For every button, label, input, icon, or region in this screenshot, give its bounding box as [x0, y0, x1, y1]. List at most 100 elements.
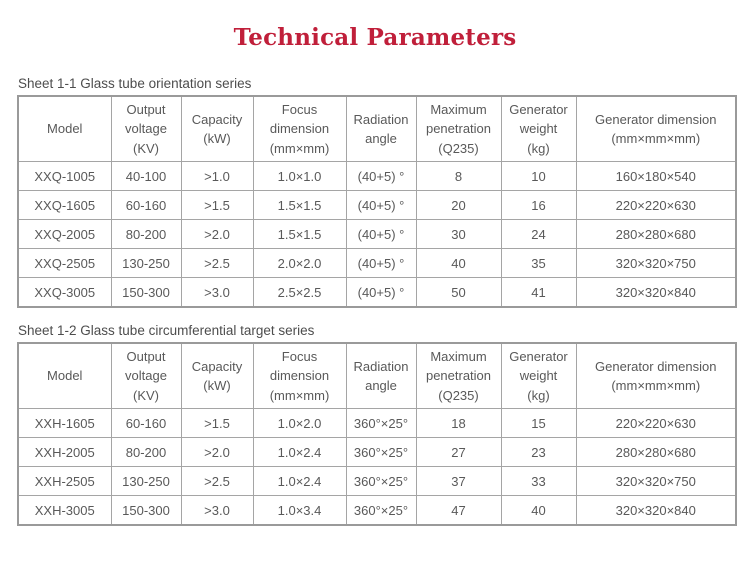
column-header: Output voltage (KV) — [110, 95, 182, 162]
column-header: Maximum penetration (Q235) — [415, 95, 502, 162]
table-cell: >3.0 — [180, 277, 254, 308]
table-cell: XXQ-2505 — [17, 248, 112, 278]
column-header: Radiation angle — [345, 95, 417, 162]
table-cell: 1.5×1.5 — [252, 190, 347, 220]
table-cell: >2.5 — [180, 466, 254, 496]
table-cell: (40+5) ° — [345, 219, 417, 249]
table-cell: 130-250 — [110, 248, 182, 278]
header-row: Model Output voltage (KV) Capacity (kW) Foc… — [17, 95, 737, 162]
table-cell: 220×220×630 — [575, 408, 737, 438]
table-cell: 24 — [500, 219, 577, 249]
table-cell: 16 — [500, 190, 577, 220]
table-cell: 220×220×630 — [575, 190, 737, 220]
table-cell: 360°×25° — [345, 466, 417, 496]
table-cell: 47 — [415, 495, 502, 526]
table-row: XXQ-1005 40-100 >1.0 1.0×1.0 (40+5) ° 8 10 160×… — [17, 161, 737, 191]
table-cell: 150-300 — [110, 277, 182, 308]
table-cell: >2.5 — [180, 248, 254, 278]
table-cell: 30 — [415, 219, 502, 249]
table-cell: XXQ-2005 — [17, 219, 112, 249]
table-cell: 1.0×2.0 — [252, 408, 347, 438]
table-cell: 60-160 — [110, 408, 182, 438]
page-title: Technical Parameters — [233, 24, 517, 51]
table-cell: 80-200 — [110, 219, 182, 249]
table-caption-sheet-1-1: Sheet 1-1 Glass tube orientation series — [18, 76, 252, 91]
table-cell: 40 — [415, 248, 502, 278]
glass-tube-orientation-table: Model Output voltage (KV) Capacity (kW) Foc… — [17, 95, 737, 308]
column-header: Model — [17, 342, 112, 409]
technical-parameters-page: Technical Parameters Sheet 1-1 Glass tub… — [0, 24, 750, 526]
table-cell: XXH-3005 — [17, 495, 112, 526]
column-header: Generator weight (kg) — [500, 342, 577, 409]
column-header: Radiation angle — [345, 342, 417, 409]
column-header: Output voltage (KV) — [110, 342, 182, 409]
table-cell: XXH-2005 — [17, 437, 112, 467]
table-cell: 41 — [500, 277, 577, 308]
table-row: XXH-2505 130-250 >2.5 1.0×2.4 360°×25° 37 33 32… — [17, 466, 737, 496]
table-cell: 35 — [500, 248, 577, 278]
table-cell: >1.0 — [180, 161, 254, 191]
table-cell: 320×320×750 — [575, 248, 737, 278]
column-header: Maximum penetration (Q235) — [415, 342, 502, 409]
table-cell: 60-160 — [110, 190, 182, 220]
table-row: XXH-2005 80-200 >2.0 1.0×2.4 360°×25° 27 23 280… — [17, 437, 737, 467]
table-row: XXQ-2505 130-250 >2.5 2.0×2.0 (40+5) ° 40 35 32… — [17, 248, 737, 278]
table-cell: >3.0 — [180, 495, 254, 526]
column-header: Capacity (kW) — [180, 95, 254, 162]
table-cell: >2.0 — [180, 437, 254, 467]
table-cell: 160×180×540 — [575, 161, 737, 191]
glass-tube-circumferential-target-table: Model Output voltage (KV) Capacity (kW) Foc… — [17, 342, 737, 526]
table-cell: XXQ-1605 — [17, 190, 112, 220]
table-cell: (40+5) ° — [345, 190, 417, 220]
table-cell: 40 — [500, 495, 577, 526]
table-cell: 27 — [415, 437, 502, 467]
table-row: XXH-1605 60-160 >1.5 1.0×2.0 360°×25° 18 15 220… — [17, 408, 737, 438]
table-cell: XXQ-3005 — [17, 277, 112, 308]
table-caption-sheet-1-2: Sheet 1-2 Glass tube circumferential tar… — [18, 323, 315, 338]
column-header: Capacity (kW) — [180, 342, 254, 409]
table-cell: 80-200 — [110, 437, 182, 467]
table-cell: XXQ-1005 — [17, 161, 112, 191]
table-cell: 320×320×840 — [575, 277, 737, 308]
table-cell: >1.5 — [180, 190, 254, 220]
table-cell: 20 — [415, 190, 502, 220]
table-cell: XXH-2505 — [17, 466, 112, 496]
table-cell: 10 — [500, 161, 577, 191]
column-header: Focus dimension (mm×mm) — [252, 342, 347, 409]
table-cell: >1.5 — [180, 408, 254, 438]
table-cell: 1.0×3.4 — [252, 495, 347, 526]
table-cell: (40+5) ° — [345, 248, 417, 278]
table-cell: 40-100 — [110, 161, 182, 191]
table-cell: 360°×25° — [345, 495, 417, 526]
table-cell: 280×280×680 — [575, 219, 737, 249]
table-row: XXQ-2005 80-200 >2.0 1.5×1.5 (40+5) ° 30 24 280… — [17, 219, 737, 249]
table-cell: (40+5) ° — [345, 161, 417, 191]
table-cell: 130-250 — [110, 466, 182, 496]
table-cell: 8 — [415, 161, 502, 191]
table-cell: 1.0×2.4 — [252, 437, 347, 467]
table-cell: 280×280×680 — [575, 437, 737, 467]
table-cell: 2.0×2.0 — [252, 248, 347, 278]
table-cell: 360°×25° — [345, 408, 417, 438]
table-cell: 320×320×750 — [575, 466, 737, 496]
table-cell: 33 — [500, 466, 577, 496]
table-cell: XXH-1605 — [17, 408, 112, 438]
table-cell: 18 — [415, 408, 502, 438]
table-cell: >2.0 — [180, 219, 254, 249]
table-cell: 15 — [500, 408, 577, 438]
header-row: Model Output voltage (KV) Capacity (kW) Foc… — [17, 342, 737, 409]
table-cell: 37 — [415, 466, 502, 496]
table-cell: 2.5×2.5 — [252, 277, 347, 308]
column-header: Focus dimension (mm×mm) — [252, 95, 347, 162]
table-cell: 1.0×1.0 — [252, 161, 347, 191]
table-cell: (40+5) ° — [345, 277, 417, 308]
table-row: XXH-3005 150-300 >3.0 1.0×3.4 360°×25° 47 40 32… — [17, 495, 737, 526]
table-row: XXQ-1605 60-160 >1.5 1.5×1.5 (40+5) ° 20 16 220… — [17, 190, 737, 220]
table-cell: 23 — [500, 437, 577, 467]
table-cell: 320×320×840 — [575, 495, 737, 526]
table-cell: 360°×25° — [345, 437, 417, 467]
column-header: Generator dimension (mm×mm×mm) — [575, 95, 737, 162]
table-cell: 150-300 — [110, 495, 182, 526]
table-row: XXQ-3005 150-300 >3.0 2.5×2.5 (40+5) ° 50 41 32… — [17, 277, 737, 308]
column-header: Model — [17, 95, 112, 162]
